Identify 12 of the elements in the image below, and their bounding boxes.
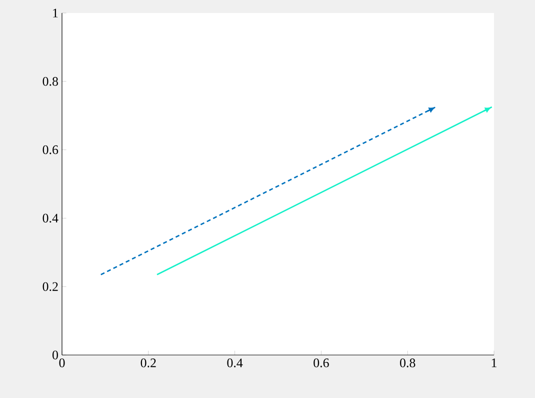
y-tick-label: 0.6	[42, 145, 58, 154]
y-tick-label: 0.8	[42, 77, 58, 86]
x-tick-label: 0.8	[400, 358, 416, 368]
y-tick-label: 1	[53, 8, 58, 18]
y-tick-label: 0.4	[42, 214, 58, 223]
y-tick-label: 0	[52, 350, 58, 360]
x-tick-label: 0.2	[140, 358, 156, 368]
x-tick-label: 0	[59, 358, 65, 368]
x-tick-label: 1	[492, 358, 496, 368]
x-tick-label: 0.4	[227, 358, 243, 368]
x-tick-label: 0.6	[314, 358, 329, 368]
y-tick-label: 0.2	[42, 282, 58, 291]
